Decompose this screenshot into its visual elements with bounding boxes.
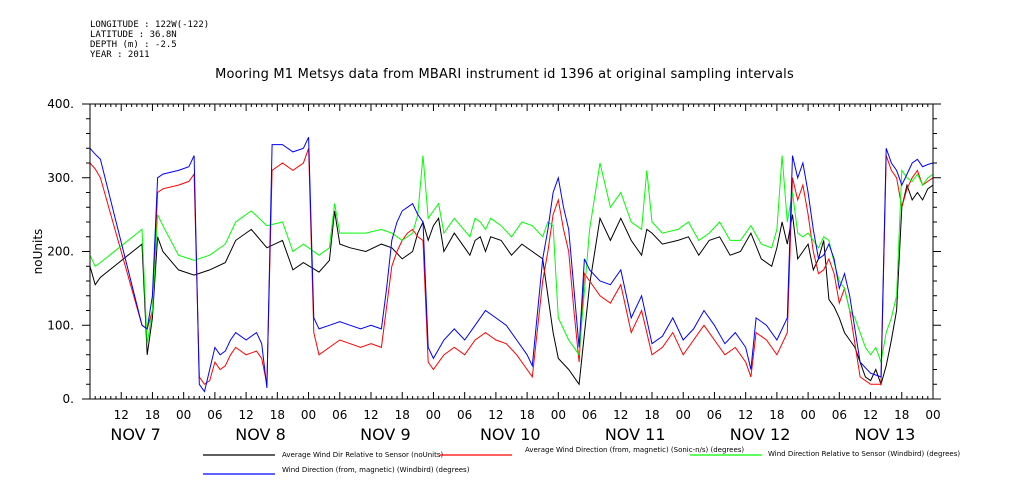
y-tick-label: 300. [47, 171, 74, 185]
x-day-label: NOV 8 [235, 425, 286, 444]
series-line-1 [90, 183, 933, 386]
x-day-label: NOV 11 [605, 425, 666, 444]
x-tick-label: 06 [707, 408, 722, 422]
x-tick-label: 18 [894, 408, 909, 422]
legend: Average Wind Dir Relative to Sensor (noU… [203, 446, 960, 475]
series-line-2 [90, 148, 933, 385]
depth-text: DEPTH (m) : -2.5 [90, 40, 177, 50]
longitude-text: LONGITUDE : 122W(-122) [90, 20, 210, 30]
series-layer [90, 136, 933, 393]
x-tick-label: 00 [800, 408, 815, 422]
plot-border [89, 103, 934, 400]
x-tick-label: 06 [457, 408, 472, 422]
x-tick-label: 18 [519, 408, 534, 422]
y-tick-label: 200. [47, 245, 74, 259]
plot-frame [89, 103, 934, 400]
year-text: YEAR : 2011 [90, 50, 150, 60]
legend-label-2: Average Wind Direction (from, magnetic) … [525, 446, 744, 454]
x-axis: 12 18 00 06 12 18 00 06 12 18 00 06 12 18 00 06 12 18 00 06… [89, 104, 941, 444]
x-tick-label: 12 [363, 408, 378, 422]
x-tick-label: 18 [145, 408, 160, 422]
x-tick-label: 12 [114, 408, 129, 422]
x-tick-label: 12 [738, 408, 753, 422]
x-day-label: NOV 9 [360, 425, 411, 444]
x-tick-label: 18 [644, 408, 659, 422]
metadata-block: LONGITUDE : 122W(-122) LATITUDE : 36.8N … [90, 20, 209, 60]
legend-label-3: Wind Direction Relative to Sensor (Windb… [768, 450, 960, 458]
x-tick-label: 12 [863, 408, 878, 422]
series-line-3 [90, 155, 933, 365]
x-day-label: NOV 7 [110, 425, 161, 444]
x-tick-label: 06 [332, 408, 347, 422]
x-tick-label: 12 [488, 408, 503, 422]
x-tick-label: 06 [832, 408, 847, 422]
x-day-label: NOV 10 [480, 425, 541, 444]
y-axis-label: noUnits [31, 229, 45, 275]
y-axis: 0. 100. 200. 300. 400. noUnits [31, 97, 941, 406]
y-tick-label: 100. [47, 318, 74, 332]
y-tick-label: 0. [63, 392, 74, 406]
latitude-text: LATITUDE : 36.8N [90, 30, 177, 40]
legend-label-1: Average Wind Dir Relative to Sensor (noU… [282, 451, 443, 459]
x-tick-label: 18 [769, 408, 784, 422]
x-tick-label: 18 [395, 408, 410, 422]
x-tick-label: 18 [270, 408, 285, 422]
x-tick-label: 12 [238, 408, 253, 422]
x-tick-label: 00 [551, 408, 566, 422]
y-tick-label: 400. [47, 97, 74, 111]
x-tick-label: 00 [925, 408, 940, 422]
chart-title: Mooring M1 Metsys data from MBARI instru… [215, 67, 794, 82]
x-tick-label: 00 [426, 408, 441, 422]
x-tick-label: 12 [613, 408, 628, 422]
x-tick-label: 00 [176, 408, 191, 422]
x-tick-label: 06 [582, 408, 597, 422]
x-tick-label: 00 [301, 408, 316, 422]
x-tick-label: 06 [207, 408, 222, 422]
x-day-label: NOV 12 [730, 425, 791, 444]
x-tick-label: 00 [676, 408, 691, 422]
x-day-label: NOV 13 [855, 425, 916, 444]
series-line-4 [90, 136, 933, 393]
legend-label-4: Wind Direction (from, magnetic) (Windbir… [282, 466, 470, 474]
